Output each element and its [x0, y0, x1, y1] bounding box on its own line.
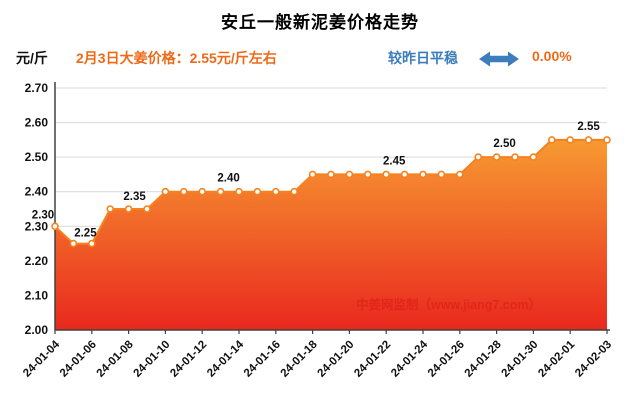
- svg-text:24-01-24: 24-01-24: [389, 338, 430, 379]
- point-labels: 2.30 2.25 2.35 2.40 2.45 2.50 2.55: [32, 121, 601, 240]
- axes: [54, 82, 610, 331]
- svg-text:2.40: 2.40: [25, 185, 49, 199]
- svg-text:2.30: 2.30: [32, 209, 54, 221]
- svg-text:2.50: 2.50: [25, 150, 49, 164]
- svg-text:24-01-18: 24-01-18: [279, 338, 320, 379]
- svg-text:2.45: 2.45: [383, 155, 406, 167]
- x-axis-labels: 24-01-0424-01-0624-01-0824-01-1024-01-12…: [21, 330, 614, 380]
- svg-text:2.50: 2.50: [493, 138, 515, 150]
- svg-text:24-01-10: 24-01-10: [131, 339, 172, 380]
- svg-text:2.40: 2.40: [217, 173, 239, 185]
- svg-text:24-01-14: 24-01-14: [205, 338, 246, 379]
- svg-text:24-02-01: 24-02-01: [536, 338, 577, 379]
- price-info-text: 2月3日大姜价格：2.55元/斤左右: [76, 50, 277, 66]
- svg-text:24-01-28: 24-01-28: [463, 338, 504, 379]
- svg-text:24-01-08: 24-01-08: [95, 338, 136, 379]
- svg-text:2.60: 2.60: [25, 116, 49, 130]
- svg-text:24-02-03: 24-02-03: [573, 339, 614, 380]
- svg-text:24-01-22: 24-01-22: [352, 339, 393, 380]
- chart-title: 安丘一般新泥姜价格走势: [221, 13, 419, 32]
- svg-text:2.35: 2.35: [123, 191, 146, 203]
- svg-text:2.30: 2.30: [25, 219, 49, 233]
- svg-text:2.00: 2.00: [25, 323, 49, 337]
- svg-text:24-01-20: 24-01-20: [315, 339, 356, 380]
- left-right-arrow-icon: [479, 51, 519, 67]
- chart-canvas: 2.30 2.25 2.35 2.40 2.45 2.50 2.55 2.00 2.10 2.20…: [21, 81, 614, 380]
- svg-text:24-01-16: 24-01-16: [242, 339, 283, 380]
- svg-text:2.55: 2.55: [577, 121, 600, 133]
- price-trend-chart: 2.30 2.25 2.35 2.40 2.45 2.50 2.55 2.00 2.10 2.20…: [0, 75, 640, 410]
- y-unit-label: 元/斤: [16, 50, 48, 66]
- watermark: 中姜网监制（www.jiang7.com）: [356, 298, 541, 312]
- svg-text:24-01-04: 24-01-04: [21, 338, 62, 379]
- subtitle-bar: 元/斤 2月3日大姜价格：2.55元/斤左右 较昨日平稳 0.00%: [0, 48, 640, 70]
- area-fill: [55, 139, 607, 330]
- svg-text:2.25: 2.25: [74, 228, 97, 240]
- svg-text:24-01-30: 24-01-30: [499, 339, 540, 380]
- point-markers: [51, 136, 611, 248]
- svg-text:24-01-26: 24-01-26: [426, 339, 467, 380]
- svg-text:2.70: 2.70: [25, 81, 49, 95]
- svg-text:2.20: 2.20: [25, 254, 49, 268]
- svg-text:24-01-12: 24-01-12: [168, 339, 209, 380]
- trend-percent: 0.00%: [532, 48, 572, 64]
- svg-text:24-01-06: 24-01-06: [58, 339, 99, 380]
- svg-text:2.10: 2.10: [25, 288, 49, 302]
- trend-label: 较昨日平稳: [388, 50, 458, 66]
- y-axis-labels: 2.00 2.10 2.20 2.30 2.40 2.50 2.60 2.70: [25, 81, 49, 337]
